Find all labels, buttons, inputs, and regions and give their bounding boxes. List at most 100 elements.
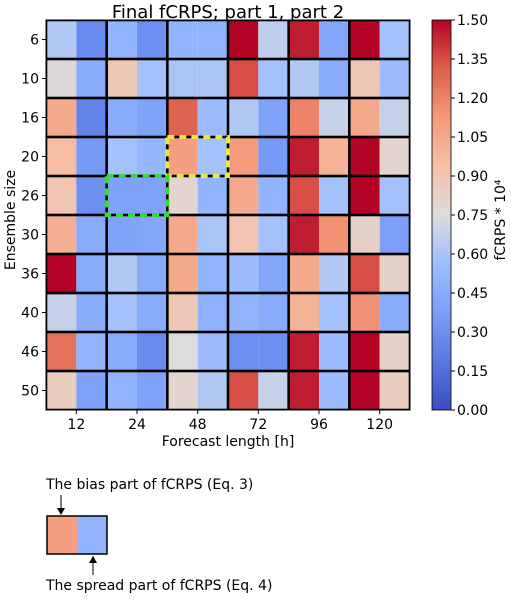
cell-bias-part: [228, 137, 259, 176]
cell-bias-part: [106, 254, 137, 293]
cell-spread-part: [319, 332, 350, 371]
cell-spread-part: [137, 293, 168, 332]
cell-bias-part: [106, 59, 137, 98]
cell-border: [167, 331, 229, 372]
colorbar-tick-label: 0.75: [457, 208, 488, 224]
cell-spread-part: [76, 176, 107, 215]
cell-bias-part: [228, 332, 259, 371]
cell-spread-part: [137, 254, 168, 293]
cell-border: [167, 58, 229, 99]
cell-border: [227, 97, 289, 138]
y-tick-label: 46: [21, 345, 39, 361]
cell-bias-part: [349, 137, 380, 176]
cell-border: [106, 97, 168, 138]
cell-bias-part: [106, 98, 137, 137]
cell-bias-part: [46, 98, 77, 137]
cell-spread-part: [319, 98, 350, 137]
legend-bias-label: The bias part of fCRPS (Eq. 3): [45, 477, 253, 493]
cell-spread-part: [258, 332, 289, 371]
cell-bias-part: [106, 215, 137, 254]
cell-spread-part: [379, 332, 410, 371]
cell-bias-part: [288, 176, 319, 215]
y-tick-label: 50: [21, 384, 39, 400]
cell-bias-part: [288, 215, 319, 254]
cell-spread-part: [197, 293, 228, 332]
x-tick-label: 120: [366, 417, 393, 433]
cell-bias-part: [288, 371, 319, 410]
colorbar-tick-label: 0.90: [457, 169, 488, 185]
cell-spread-part: [76, 332, 107, 371]
cell-spread-part: [137, 176, 168, 215]
cell-bias-part: [46, 215, 77, 254]
cell-border: [167, 253, 229, 294]
cell-border: [106, 214, 168, 255]
cell-bias-part: [167, 137, 198, 176]
cell-spread-part: [258, 98, 289, 137]
cell-spread-part: [258, 176, 289, 215]
y-tick-label: 36: [21, 267, 39, 283]
cell-bias-part: [167, 293, 198, 332]
cell-spread-part: [197, 98, 228, 137]
colorbar-tick-label: 1.20: [457, 91, 488, 107]
cell-bias-part: [106, 137, 137, 176]
x-tick-label: 24: [128, 417, 146, 433]
cell-bias-part: [46, 20, 77, 59]
cell-bias-part: [46, 332, 77, 371]
x-tick-label: 12: [67, 417, 85, 433]
cell-bias-part: [349, 59, 380, 98]
cell-border: [227, 175, 289, 216]
cell-border: [227, 292, 289, 333]
cell-spread-part: [137, 59, 168, 98]
cell-border: [288, 175, 350, 216]
legend-bias-swatch: [47, 516, 77, 554]
cell-border: [288, 253, 350, 294]
highlight-boxes: [104, 135, 230, 217]
cell-bias-part: [288, 98, 319, 137]
cell-spread-part: [76, 20, 107, 59]
cell-bias-part: [228, 176, 259, 215]
cell-spread-part: [319, 176, 350, 215]
cell-bias-part: [288, 254, 319, 293]
colorbar-tick-label: 0.30: [457, 325, 488, 341]
cell-spread-part: [319, 254, 350, 293]
colorbar-tick-label: 1.05: [457, 130, 488, 146]
cell-bias-part: [167, 254, 198, 293]
cell-spread-part: [197, 59, 228, 98]
cell-spread-part: [258, 371, 289, 410]
cell-bias-part: [106, 371, 137, 410]
chart-title: Final fCRPS; part 1, part 2: [112, 2, 344, 23]
cell-spread-part: [137, 20, 168, 59]
x-axis-ticks: 12 24 48 72 96 120: [67, 410, 393, 433]
cell-spread-part: [76, 98, 107, 137]
cell-bias-part: [167, 59, 198, 98]
colorbar-tick-label: 0.15: [457, 364, 488, 380]
cell-spread-part: [137, 371, 168, 410]
cell-bias-part: [106, 332, 137, 371]
cell-spread-part: [319, 293, 350, 332]
cell-spread-part: [137, 98, 168, 137]
cell-bias-part: [46, 137, 77, 176]
highlight-box-1: [165, 135, 230, 178]
cell-border: [227, 331, 289, 372]
cell-spread-part: [379, 137, 410, 176]
colorbar-tick-label: 0.45: [457, 286, 488, 302]
y-tick-label: 40: [21, 306, 39, 322]
cell-border: [106, 58, 168, 99]
colorbar-tick-label: 0.60: [457, 247, 488, 263]
cell-bias-part: [349, 371, 380, 410]
cell-bias-part: [228, 371, 259, 410]
cell-bias-part: [228, 59, 259, 98]
cell-bias-part: [167, 98, 198, 137]
cell-spread-part: [379, 215, 410, 254]
colorbar-tick-label: 1.50: [457, 13, 488, 29]
colorbar-ticks: 0.00 0.15 0.30 0.45 0.60 0.75 0.90 1.05 1.20 1.35…: [451, 13, 488, 419]
cell-bias-part: [46, 254, 77, 293]
cell-border: [227, 58, 289, 99]
cell-bias-part: [167, 215, 198, 254]
cell-bias-part: [228, 293, 259, 332]
cell-spread-part: [319, 59, 350, 98]
cell-border: [106, 292, 168, 333]
cell-bias-part: [167, 20, 198, 59]
cell-spread-part: [319, 137, 350, 176]
y-tick-label: 20: [21, 150, 39, 166]
